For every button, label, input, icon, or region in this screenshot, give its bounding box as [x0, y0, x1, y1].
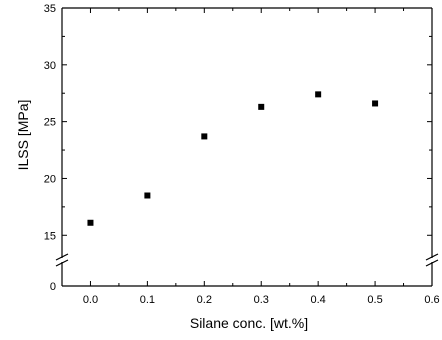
data-point [87, 219, 94, 226]
y-tick-label: 25 [44, 117, 56, 129]
axis-break-left-lower [55, 259, 69, 267]
x-tick-label: 0.2 [197, 294, 212, 306]
x-tick-label: 0.3 [254, 294, 269, 306]
data-point [372, 100, 379, 107]
y-axis-ticks: 0 15 20 25 30 35 [44, 3, 432, 293]
axis-break-left-upper [55, 253, 69, 261]
y-axis-label: ILSS [MPa] [15, 100, 31, 171]
x-tick-label: 0.5 [367, 294, 382, 306]
data-markers [87, 91, 379, 226]
x-axis-label: Silane conc. [wt.%] [190, 315, 308, 331]
axis-break-marks [55, 253, 439, 267]
axis-break-right-lower [425, 259, 439, 267]
axis-break-right-upper [425, 253, 439, 261]
x-tick-label: 0.0 [83, 294, 98, 306]
plot-frame [61, 7, 433, 287]
y-tick-label: 15 [44, 230, 56, 242]
x-axis-ticks: 0.0 0.1 0.2 0.3 0.4 0.5 0.6 [61, 8, 440, 306]
y-tick-label: 0 [50, 281, 56, 293]
y-tick-label: 35 [44, 3, 56, 15]
x-tick-label: 0.4 [311, 294, 326, 306]
x-tick-label: 0.6 [424, 294, 439, 306]
y-tick-label: 20 [44, 173, 56, 185]
data-point [258, 103, 265, 110]
y-tick-label: 30 [44, 60, 56, 72]
x-tick-label: 0.1 [140, 294, 155, 306]
data-point [144, 192, 151, 199]
data-point [201, 133, 208, 140]
data-point [315, 91, 322, 98]
